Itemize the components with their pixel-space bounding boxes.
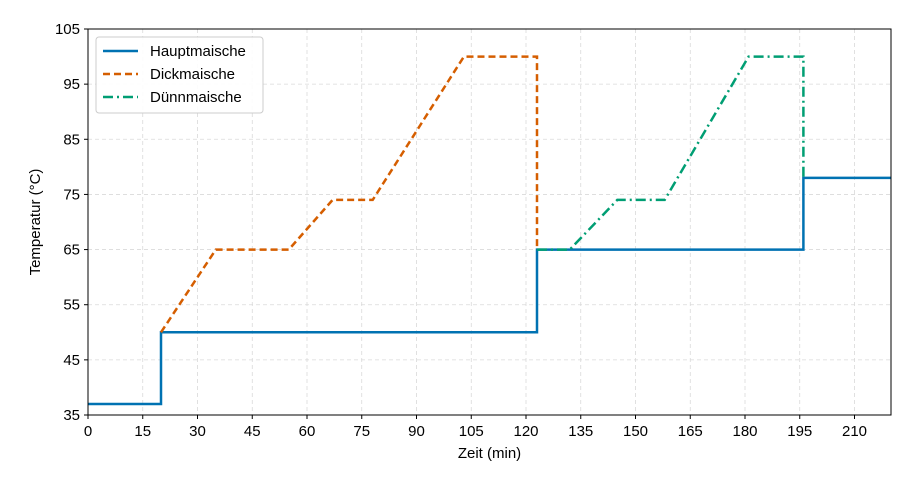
y-tick-label: 65 (63, 242, 80, 259)
legend-label-2: Dickmaische (150, 66, 235, 83)
x-tick-label: 210 (842, 423, 867, 440)
x-axis-label: Zeit (min) (458, 445, 521, 462)
x-tick-label: 30 (189, 423, 206, 440)
x-tick-label: 45 (244, 423, 261, 440)
y-tick-label: 45 (63, 352, 80, 369)
y-tick-label: 35 (63, 407, 80, 424)
y-tick-label: 85 (63, 131, 80, 148)
x-tick-label: 180 (732, 423, 757, 440)
x-tick-label: 105 (459, 423, 484, 440)
legend: Hauptmaische Dickmaische Dünnmaische (95, 36, 264, 114)
y-tick-label: 75 (63, 186, 80, 203)
series-lines (88, 55, 891, 406)
x-tick-label: 60 (299, 423, 316, 440)
y-tick-label: 55 (63, 297, 80, 314)
x-tick-label: 90 (408, 423, 425, 440)
axis-ticks: 0 15 30 45 60 75 90 105 120 135 150 165 180 195 210 35 4… (55, 21, 867, 440)
legend-label-1: Hauptmaische (150, 43, 246, 60)
plot-frame (87, 28, 892, 416)
x-tick-label: 120 (513, 423, 538, 440)
y-tick-label: 95 (63, 76, 80, 93)
y-axis-label: Temperatur (°C) (27, 169, 44, 276)
x-tick-label: 15 (134, 423, 151, 440)
series-line-3 (537, 55, 805, 251)
x-tick-label: 75 (353, 423, 370, 440)
legend-label-3: Dünnmaische (150, 89, 242, 106)
y-tick-label: 105 (55, 21, 80, 38)
x-tick-label: 195 (787, 423, 812, 440)
legend-box (95, 36, 264, 114)
series-line-2 (159, 55, 539, 333)
x-tick-label: 165 (678, 423, 703, 440)
x-tick-label: 150 (623, 423, 648, 440)
x-tick-label: 135 (568, 423, 593, 440)
series-line-1 (88, 176, 891, 406)
x-tick-label: 0 (84, 423, 92, 440)
